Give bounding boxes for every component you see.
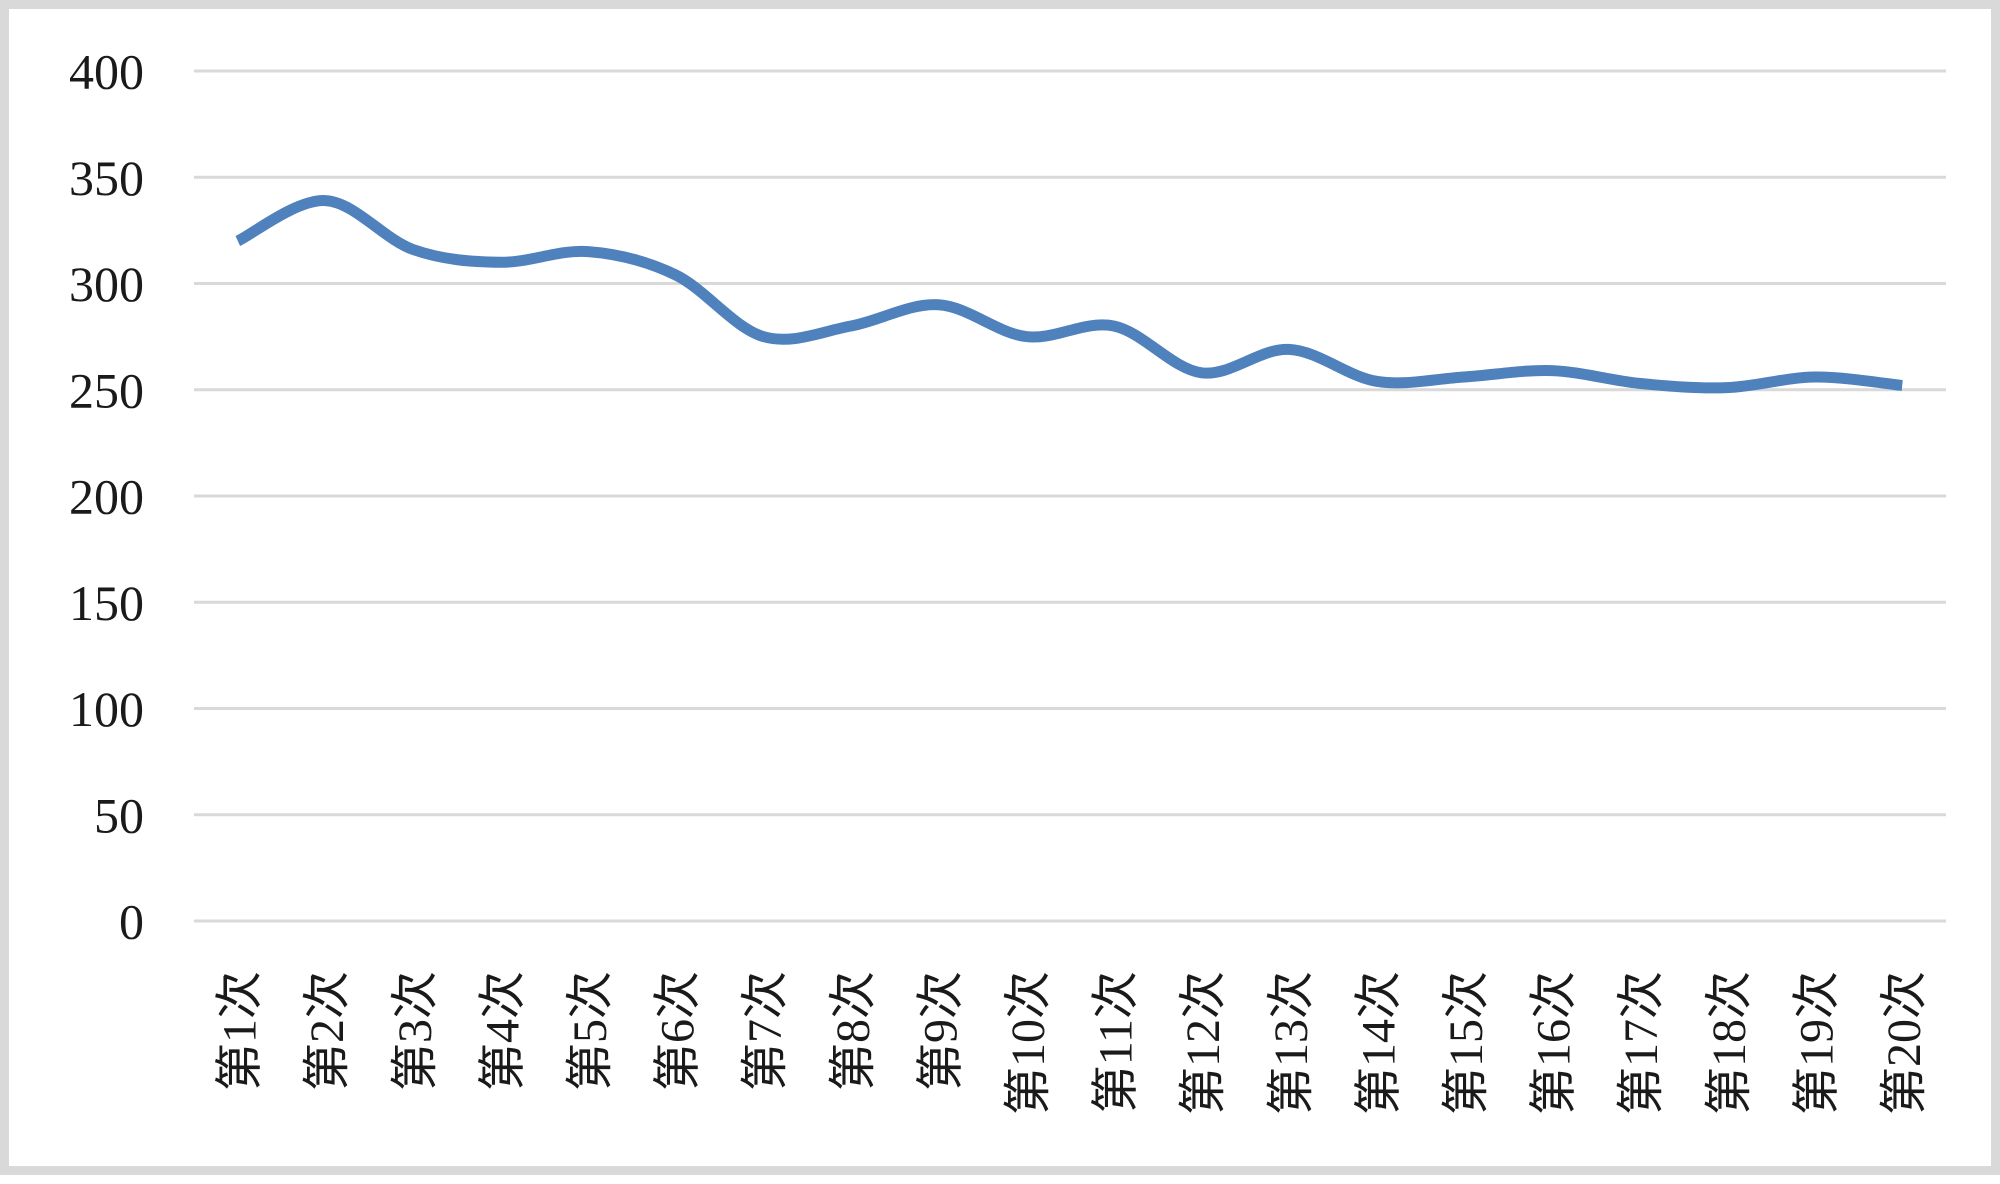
- x-axis-category-label: 第2次: [301, 971, 354, 1091]
- y-axis-tick-label: 200: [69, 469, 144, 525]
- x-axis-category-label: 第7次: [739, 971, 792, 1091]
- gridlines-group: [194, 69, 1946, 923]
- x-axis-category-label: 第16次: [1528, 971, 1581, 1115]
- y-axis-tick-label: 250: [69, 362, 144, 418]
- x-axis-category-label: 第10次: [1002, 971, 1055, 1115]
- y-axis-tick-label: 400: [69, 44, 144, 100]
- x-axis-category-label: 第14次: [1352, 971, 1405, 1115]
- y-axis-tick-label: 150: [69, 575, 144, 631]
- y-axis-tick-label: 50: [94, 787, 144, 843]
- x-axis-category-label: 第5次: [564, 971, 617, 1091]
- x-axis-category-label: 第17次: [1615, 971, 1668, 1115]
- x-axis-labels-group: 第1次 第2次 第3次 第4次 第5次 第6次 第7次 第8次 第9次 第10次 第11次 第12次第…: [214, 971, 1931, 1115]
- y-axis-tick-label: 350: [69, 150, 144, 206]
- x-axis-category-label: 第4次: [476, 971, 529, 1091]
- x-axis-category-label: 第18次: [1703, 971, 1756, 1115]
- x-axis-category-label: 第8次: [827, 971, 880, 1091]
- x-axis-category-label: 第1次: [214, 971, 267, 1091]
- y-axis-tick-label: 100: [69, 681, 144, 737]
- x-axis-category-label: 第3次: [389, 971, 442, 1091]
- x-axis-category-label: 第12次: [1177, 971, 1230, 1115]
- x-axis-category-label: 第11次: [1090, 971, 1143, 1113]
- x-axis-category-label: 第13次: [1265, 971, 1318, 1115]
- x-axis-category-label: 第6次: [652, 971, 705, 1091]
- series-group: [235, 195, 1903, 394]
- x-axis-category-label: 第19次: [1790, 971, 1843, 1115]
- x-axis-category-label: 第9次: [914, 971, 967, 1091]
- y-axis-tick-label: 0: [119, 894, 144, 950]
- x-axis-category-label: 第15次: [1440, 971, 1493, 1115]
- x-axis-category-label: 第20次: [1878, 971, 1931, 1115]
- y-axis-labels-group: 0 50 100 150 200 250 300 350 400: [69, 44, 144, 950]
- line-chart: 0 50 100 150 200 250 300 350 400 第1次 第2次 第3次 第4次 第5次…: [69, 44, 1946, 1115]
- y-axis-tick-label: 300: [69, 256, 144, 312]
- series-line: [235, 195, 1903, 394]
